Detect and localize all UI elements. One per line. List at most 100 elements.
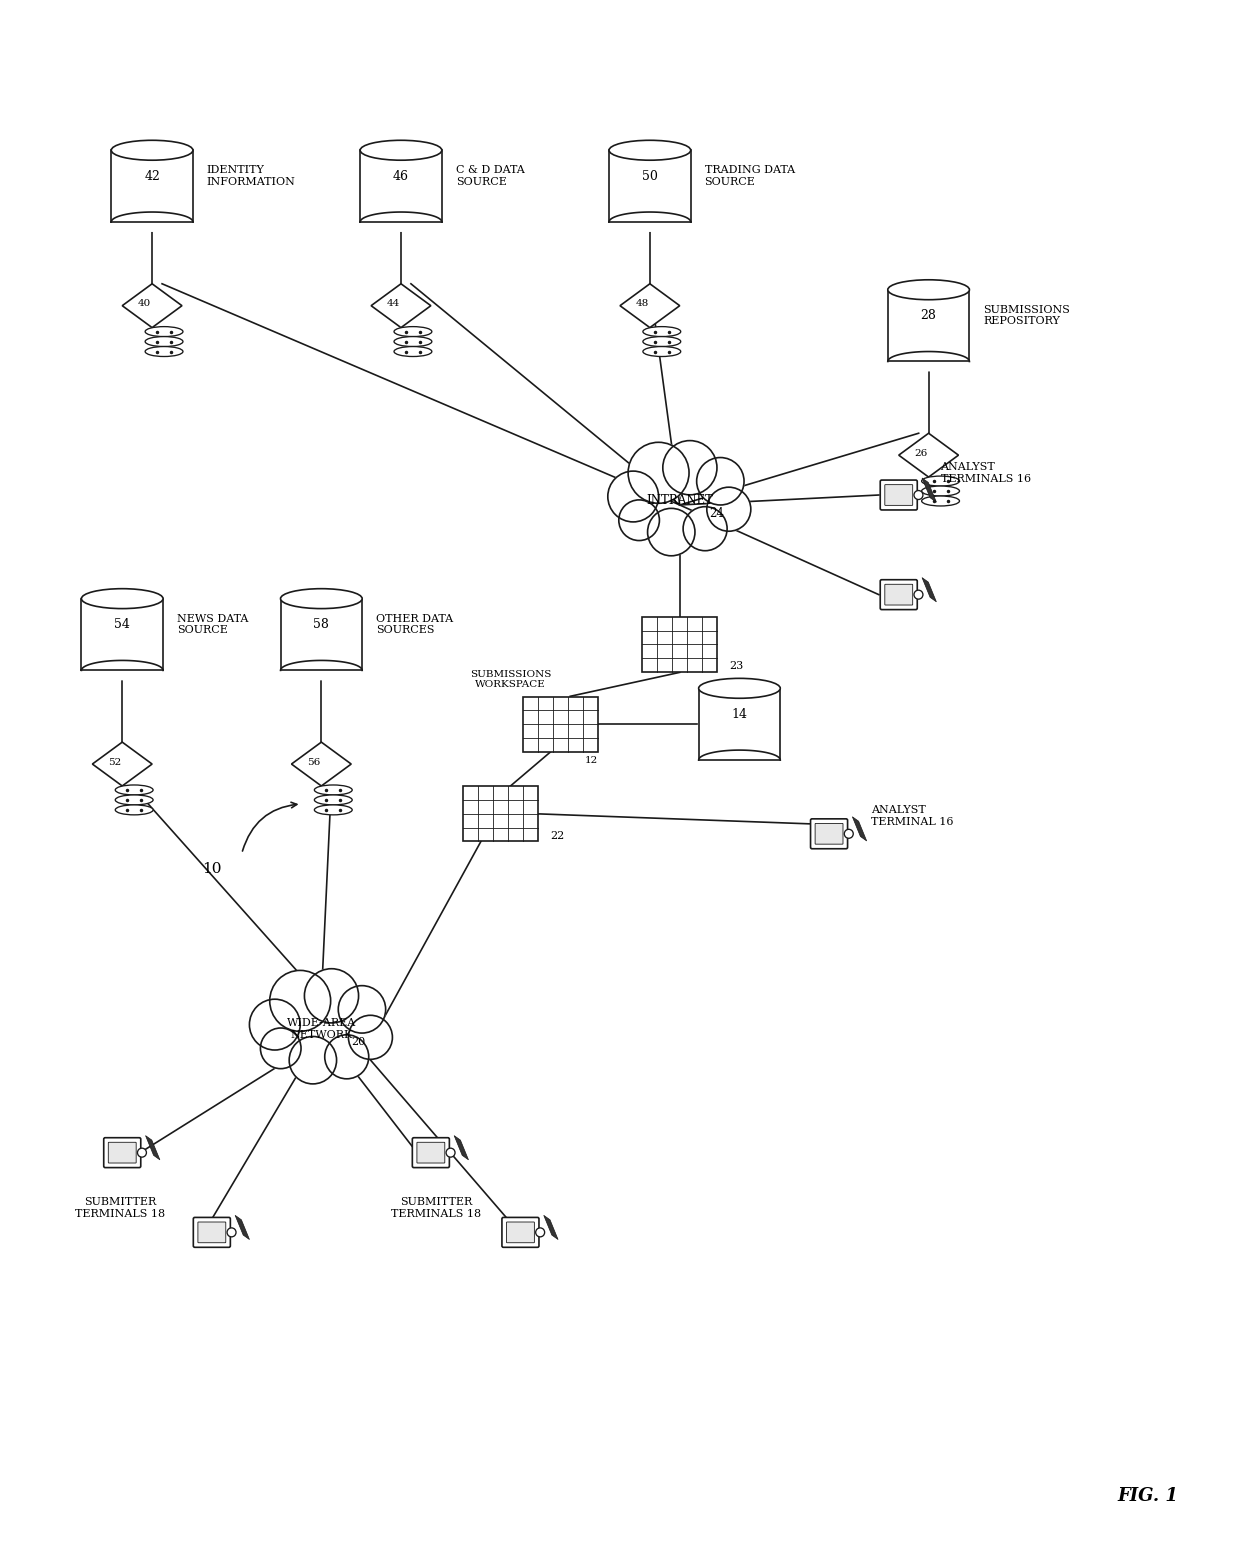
- Polygon shape: [923, 578, 936, 601]
- Text: ANALYST
TERMINALS 16: ANALYST TERMINALS 16: [941, 462, 1030, 483]
- FancyBboxPatch shape: [108, 1142, 136, 1162]
- Text: 12: 12: [585, 757, 599, 765]
- Ellipse shape: [609, 211, 691, 232]
- Polygon shape: [852, 817, 867, 841]
- Ellipse shape: [315, 796, 352, 805]
- FancyBboxPatch shape: [413, 1138, 449, 1167]
- Circle shape: [663, 441, 717, 494]
- Ellipse shape: [115, 805, 153, 814]
- Polygon shape: [123, 284, 182, 328]
- Circle shape: [914, 491, 923, 499]
- Ellipse shape: [145, 337, 184, 347]
- Circle shape: [249, 999, 300, 1051]
- Circle shape: [305, 968, 358, 1023]
- Text: 24: 24: [709, 507, 724, 521]
- Circle shape: [138, 1148, 146, 1158]
- Polygon shape: [620, 284, 680, 328]
- FancyBboxPatch shape: [815, 824, 843, 844]
- Text: 28: 28: [920, 309, 936, 322]
- Circle shape: [348, 1015, 392, 1060]
- Text: 23: 23: [729, 662, 744, 671]
- Text: 48: 48: [635, 300, 649, 308]
- Text: 52: 52: [108, 757, 122, 766]
- Text: SUBMITTER
TERMINALS 18: SUBMITTER TERMINALS 18: [391, 1198, 481, 1218]
- Polygon shape: [544, 1215, 558, 1240]
- Circle shape: [289, 1037, 336, 1083]
- Ellipse shape: [698, 751, 780, 771]
- Text: 54: 54: [114, 618, 130, 631]
- Text: 44: 44: [387, 300, 399, 308]
- Bar: [464, 786, 538, 841]
- Ellipse shape: [315, 785, 352, 796]
- Bar: [609, 151, 691, 222]
- FancyBboxPatch shape: [193, 1217, 231, 1248]
- Text: 40: 40: [138, 300, 151, 308]
- Text: ANALYST
TERMINAL 16: ANALYST TERMINAL 16: [870, 805, 954, 827]
- Ellipse shape: [394, 337, 432, 347]
- Bar: [82, 598, 162, 670]
- Polygon shape: [371, 284, 430, 328]
- Text: C & D DATA
SOURCE: C & D DATA SOURCE: [456, 165, 525, 186]
- Circle shape: [536, 1228, 544, 1237]
- Circle shape: [339, 985, 386, 1033]
- Polygon shape: [454, 1136, 469, 1159]
- Ellipse shape: [921, 476, 960, 486]
- Circle shape: [707, 488, 750, 531]
- Text: 56: 56: [306, 757, 320, 766]
- Text: 58: 58: [314, 618, 330, 631]
- Ellipse shape: [360, 211, 441, 232]
- Circle shape: [697, 457, 744, 505]
- Circle shape: [914, 591, 923, 600]
- Polygon shape: [923, 479, 936, 502]
- Bar: [280, 598, 362, 670]
- Ellipse shape: [642, 326, 681, 337]
- Polygon shape: [145, 1136, 160, 1159]
- FancyBboxPatch shape: [885, 485, 913, 505]
- Ellipse shape: [280, 589, 362, 609]
- Text: SUBMITTER
TERMINALS 18: SUBMITTER TERMINALS 18: [76, 1198, 165, 1218]
- Text: IDENTITY
INFORMATION: IDENTITY INFORMATION: [207, 165, 295, 186]
- Polygon shape: [236, 1215, 249, 1240]
- Bar: [523, 696, 598, 752]
- Text: 22: 22: [551, 831, 564, 841]
- FancyBboxPatch shape: [417, 1142, 445, 1162]
- Text: 14: 14: [732, 707, 748, 721]
- Circle shape: [325, 1035, 368, 1078]
- Text: WIDE-AREA
NETWORK: WIDE-AREA NETWORK: [286, 1018, 356, 1040]
- Ellipse shape: [82, 660, 162, 681]
- Bar: [112, 151, 193, 222]
- Polygon shape: [92, 743, 153, 786]
- Text: FIG. 1: FIG. 1: [1117, 1487, 1178, 1506]
- Text: NEWS DATA
SOURCE: NEWS DATA SOURCE: [177, 614, 248, 636]
- Polygon shape: [291, 743, 351, 786]
- Ellipse shape: [115, 796, 153, 805]
- Text: 46: 46: [393, 169, 409, 183]
- Ellipse shape: [642, 337, 681, 347]
- FancyBboxPatch shape: [198, 1221, 226, 1243]
- Ellipse shape: [888, 280, 970, 300]
- Circle shape: [270, 970, 331, 1032]
- Ellipse shape: [112, 140, 193, 160]
- Text: 10: 10: [202, 861, 222, 875]
- Ellipse shape: [360, 140, 441, 160]
- FancyBboxPatch shape: [104, 1138, 141, 1167]
- FancyBboxPatch shape: [880, 480, 918, 510]
- Polygon shape: [899, 434, 959, 477]
- Bar: [360, 151, 441, 222]
- Ellipse shape: [115, 785, 153, 796]
- Circle shape: [260, 1029, 301, 1069]
- FancyBboxPatch shape: [506, 1221, 534, 1243]
- Circle shape: [629, 443, 689, 503]
- Ellipse shape: [315, 805, 352, 814]
- Bar: [698, 688, 780, 760]
- FancyBboxPatch shape: [811, 819, 848, 848]
- Ellipse shape: [698, 679, 780, 698]
- Ellipse shape: [888, 351, 970, 371]
- Text: INTRANET: INTRANET: [646, 494, 713, 507]
- Ellipse shape: [145, 326, 184, 337]
- Circle shape: [683, 507, 727, 550]
- Text: 26: 26: [914, 449, 928, 458]
- Circle shape: [608, 471, 658, 522]
- Text: OTHER DATA
SOURCES: OTHER DATA SOURCES: [376, 614, 454, 636]
- Ellipse shape: [82, 589, 162, 609]
